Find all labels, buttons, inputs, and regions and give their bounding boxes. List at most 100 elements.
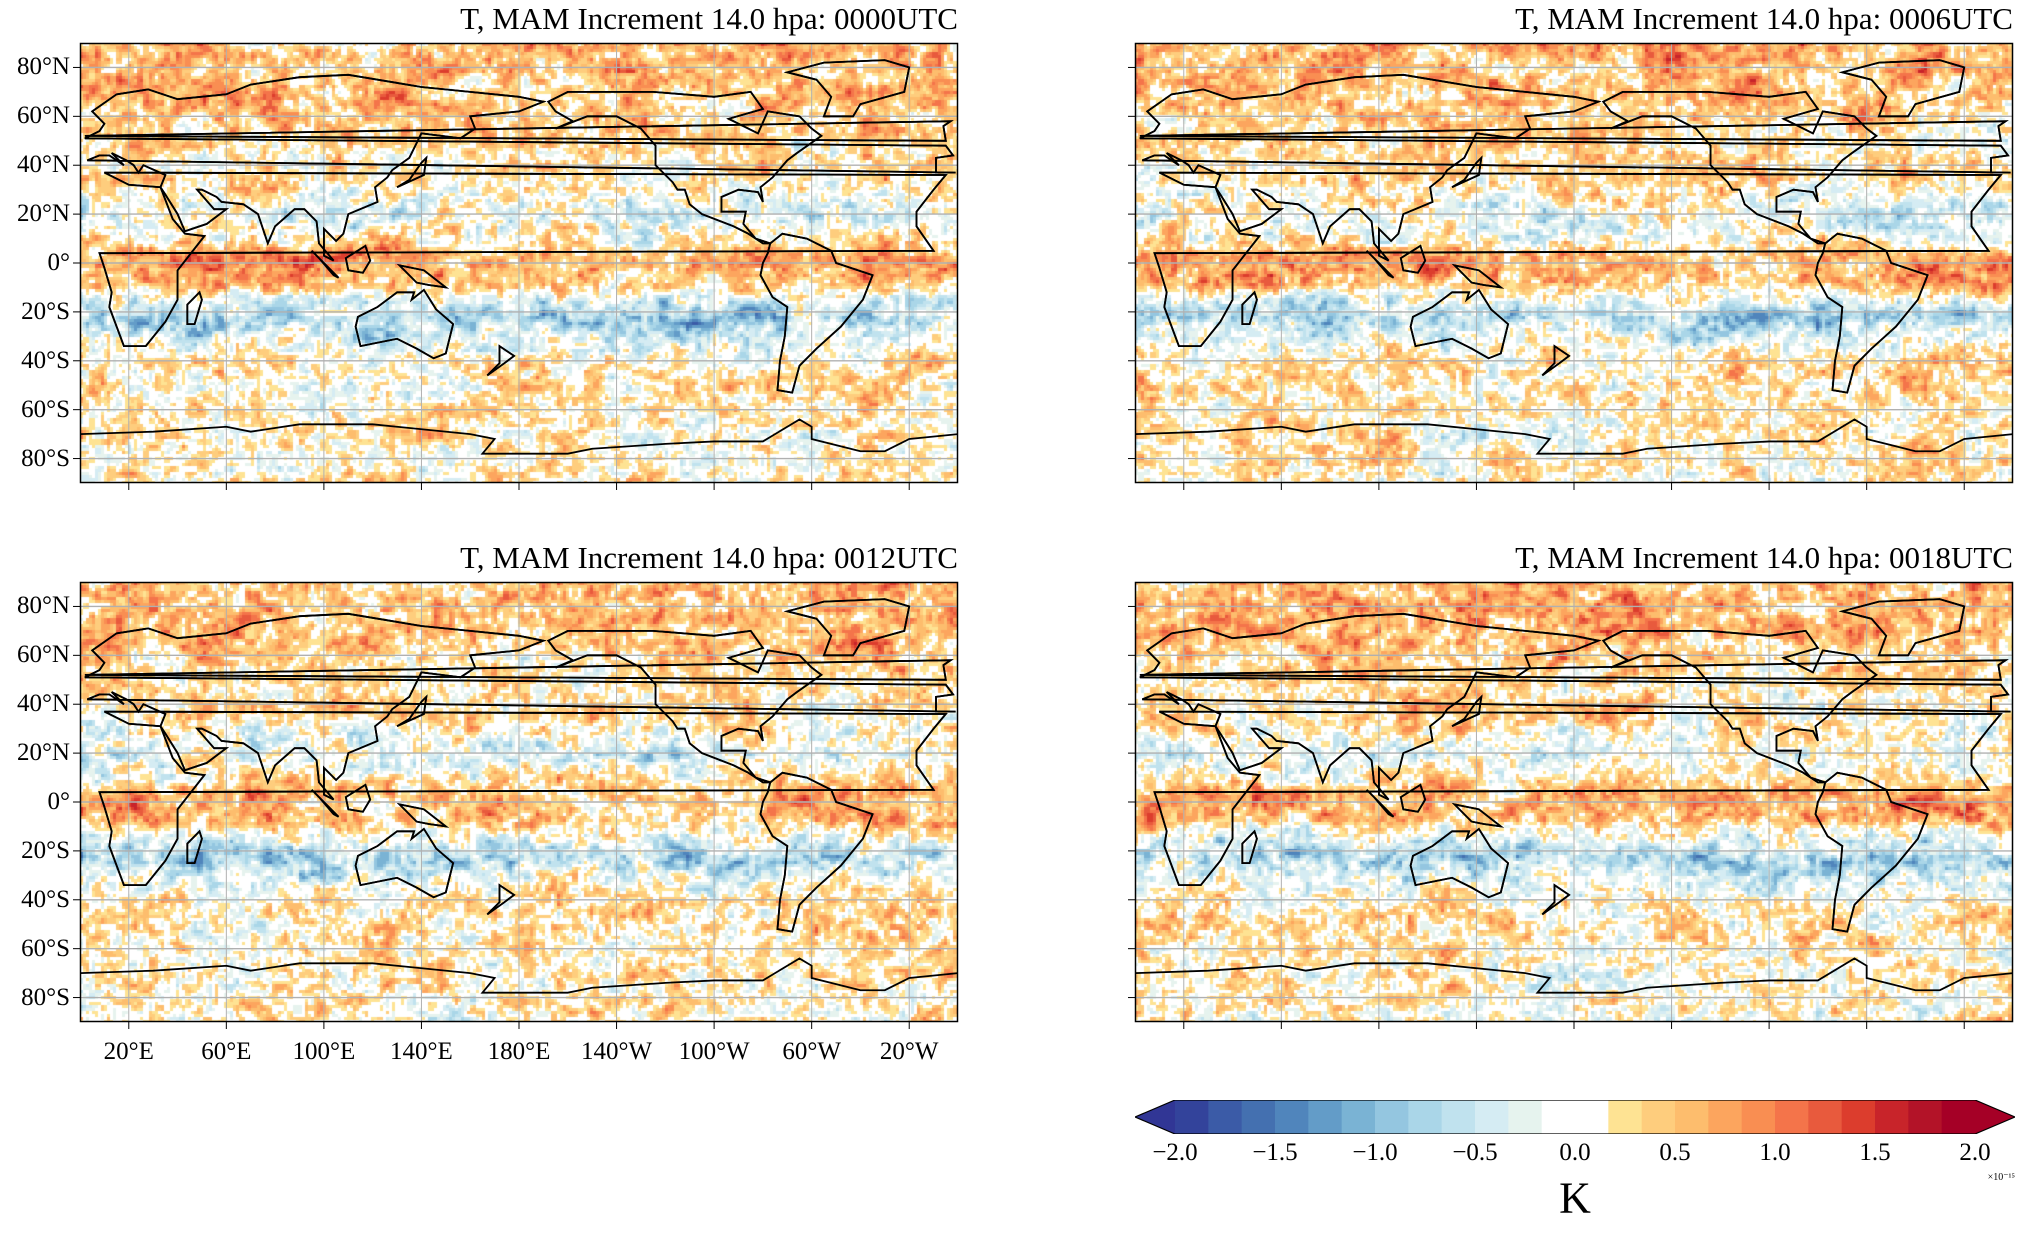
coastline bbox=[1366, 250, 1395, 279]
coastline bbox=[759, 771, 874, 933]
coastline bbox=[1451, 694, 1483, 728]
coastline bbox=[186, 829, 203, 864]
y-tick-label: 80°N bbox=[16, 53, 70, 81]
colorbar-tick-label: 2.0 bbox=[1959, 1139, 1991, 1166]
coastline bbox=[1451, 155, 1483, 189]
coastline-antarctica bbox=[1135, 418, 2013, 455]
colorbar-extend-over bbox=[1975, 1100, 2015, 1134]
coastline bbox=[759, 771, 874, 933]
colorbar-bin bbox=[1875, 1100, 1909, 1134]
coastline bbox=[344, 244, 372, 274]
y-tick-label: 60°S bbox=[21, 395, 70, 423]
coastline bbox=[486, 883, 516, 916]
colorbar-bin bbox=[1508, 1100, 1543, 1134]
coastline bbox=[84, 120, 954, 142]
coastline bbox=[84, 612, 956, 801]
colorbar bbox=[1133, 1099, 2017, 1140]
coastline bbox=[1814, 232, 1929, 394]
x-tick-label: 100°E bbox=[292, 1038, 356, 1065]
coastline-antarctica bbox=[1135, 957, 2013, 994]
coastline bbox=[186, 290, 203, 325]
coastline bbox=[1451, 802, 1505, 828]
colorbar-tick-label: 0.0 bbox=[1559, 1139, 1591, 1166]
coastline bbox=[84, 73, 956, 262]
map-panel-2: T, MAM Increment 14.0 hpa: 0012UTC 80°N 60… bbox=[17, 540, 959, 1065]
coastline-antarctica bbox=[80, 418, 958, 455]
coastline-antarctica bbox=[80, 957, 958, 994]
colorbar-tick-label: −0.5 bbox=[1452, 1139, 1498, 1166]
x-tick-label: 180°E bbox=[487, 1038, 551, 1065]
colorbar-bin bbox=[1775, 1100, 1809, 1134]
colorbar-bin bbox=[1708, 1100, 1743, 1134]
y-tick-label: 60°S bbox=[21, 934, 70, 962]
y-tick-label: 80°N bbox=[16, 592, 70, 620]
x-tick-label: 140°E bbox=[390, 1038, 453, 1065]
coastline bbox=[759, 232, 874, 394]
map-panel-3: T, MAM Increment 14.0 hpa: 0018UTC bbox=[1128, 540, 2014, 1029]
coastline bbox=[1601, 90, 1878, 245]
colorbar-bin bbox=[1275, 1100, 1309, 1134]
coastline bbox=[84, 612, 956, 801]
coastline bbox=[546, 629, 823, 784]
coastline bbox=[396, 694, 428, 728]
coastline bbox=[1409, 827, 1510, 899]
y-tick-label: 80°S bbox=[21, 983, 70, 1011]
coastline bbox=[396, 263, 450, 289]
map-overlay bbox=[1128, 581, 2014, 1029]
colorbar-tick-label: 0.5 bbox=[1659, 1139, 1691, 1166]
coastline bbox=[84, 659, 954, 681]
colorbar-bin bbox=[1408, 1100, 1443, 1134]
colorbar-bin bbox=[1175, 1100, 1209, 1134]
map-overlay bbox=[1128, 42, 2014, 490]
panel-title: T, MAM Increment 14.0 hpa: 0018UTC bbox=[1515, 540, 2013, 575]
x-tick-label: 100°W bbox=[678, 1038, 750, 1065]
coastline bbox=[783, 59, 911, 118]
colorbar-bin bbox=[1608, 1100, 1643, 1134]
y-tick-label: 60°N bbox=[16, 641, 70, 669]
coastline bbox=[783, 598, 911, 657]
coastline bbox=[1814, 771, 1929, 933]
coastline bbox=[354, 827, 455, 899]
y-tick-label: 20°N bbox=[16, 739, 70, 767]
axes-frame bbox=[79, 581, 959, 1023]
coastline bbox=[1409, 827, 1510, 899]
panel-title: T, MAM Increment 14.0 hpa: 0006UTC bbox=[1515, 1, 2013, 36]
coastline bbox=[1241, 290, 1258, 325]
x-tick-label: 60°W bbox=[782, 1038, 841, 1065]
colorbar-tick-label: −1.5 bbox=[1252, 1139, 1298, 1166]
colorbar-bin bbox=[1741, 1100, 1776, 1134]
x-tick-label: 60°E bbox=[201, 1038, 252, 1065]
coastline bbox=[1601, 629, 1878, 784]
colorbar-bin bbox=[1441, 1100, 1476, 1134]
coastline bbox=[1409, 288, 1510, 360]
coastline bbox=[759, 232, 874, 394]
colorbar-bin bbox=[1241, 1100, 1276, 1134]
map-panel-0: T, MAM Increment 14.0 hpa: 0000UTC 80°N 60… bbox=[17, 1, 959, 490]
coastline bbox=[1366, 789, 1395, 818]
y-tick-label: 40°S bbox=[21, 885, 70, 913]
colorbar-extend-under bbox=[1135, 1100, 1175, 1134]
coastline bbox=[84, 73, 956, 262]
coastline bbox=[546, 90, 823, 245]
coastline bbox=[1139, 120, 2009, 142]
axes-frame bbox=[1134, 581, 2014, 1023]
colorbar-multiplier: ×10⁻¹⁵ bbox=[1987, 1172, 2015, 1183]
coastline bbox=[354, 827, 455, 899]
y-tick-label: 20°N bbox=[16, 200, 70, 228]
coastline bbox=[396, 155, 428, 189]
colorbar-bin bbox=[1941, 1100, 1976, 1134]
map-panel-1: T, MAM Increment 14.0 hpa: 0006UTC bbox=[1128, 1, 2014, 490]
coastline bbox=[1814, 232, 1929, 394]
colorbar-bin bbox=[1575, 1100, 1609, 1134]
coastline bbox=[1838, 598, 1966, 657]
coastline bbox=[1399, 244, 1427, 274]
colorbar-tick-label: −1.0 bbox=[1352, 1139, 1398, 1166]
colorbar-bin bbox=[1375, 1100, 1409, 1134]
coastline bbox=[1241, 829, 1258, 864]
y-tick-label: 20°S bbox=[21, 297, 70, 325]
colorbar-bin bbox=[1541, 1100, 1576, 1134]
colorbar-bin bbox=[1641, 1100, 1676, 1134]
coastline bbox=[1139, 73, 2011, 262]
coastline bbox=[311, 789, 340, 818]
coastline bbox=[783, 59, 911, 118]
